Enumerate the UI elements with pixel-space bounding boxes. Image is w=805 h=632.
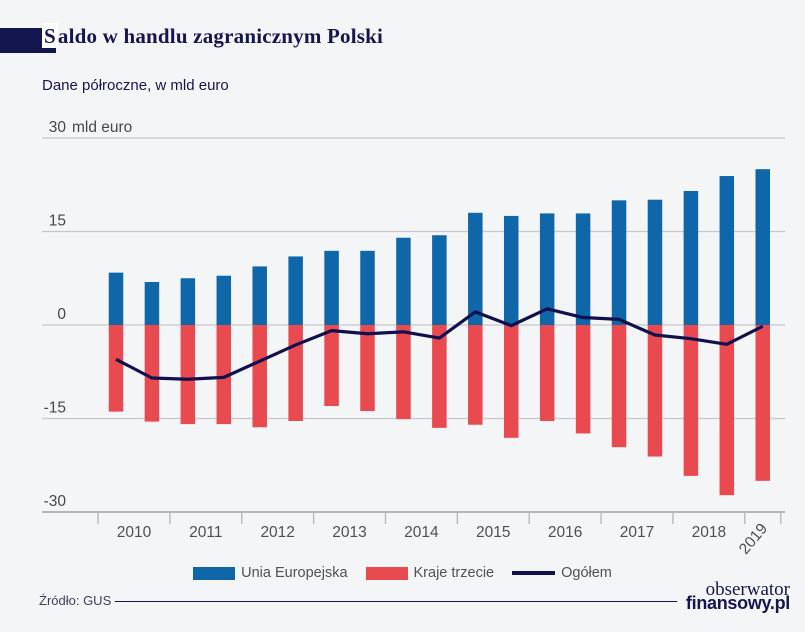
svg-text:2017: 2017: [620, 524, 654, 541]
legend-label-third-countries: Kraje trzecie: [413, 565, 495, 581]
bar-eu: [288, 256, 303, 325]
bar-eu: [468, 212, 483, 325]
bar-third-countries: [575, 325, 591, 434]
bars-eu: [108, 169, 770, 325]
x-axis-labels: 2010 2011 2012 2013 2014 2015 2016 2017 2018 2019: [117, 520, 771, 557]
bar-third-countries: [432, 325, 447, 428]
svg-text:-15: -15: [44, 400, 66, 417]
svg-text:0: 0: [57, 306, 66, 323]
bar-third-countries: [216, 325, 232, 425]
logo-line2: finansowy.pl: [685, 593, 790, 613]
publisher-logo: obserwator finansowy.pl: [685, 579, 790, 613]
bar-third-countries: [180, 325, 196, 425]
logo-line1: obserwator: [705, 579, 790, 600]
bar-eu: [539, 213, 555, 325]
bars-third-countries: [108, 325, 770, 496]
legend-label-eu: Unia Europejska: [241, 565, 348, 581]
svg-text:2010: 2010: [117, 524, 152, 541]
legend-swatch-total-line: [512, 571, 556, 575]
bar-eu: [611, 200, 627, 325]
bar-eu: [683, 190, 699, 325]
svg-text:2014: 2014: [404, 524, 439, 541]
source-note: Źródło: GUS: [39, 593, 112, 608]
chart-legend: Unia Europejska Kraje trzecie Ogółem: [0, 565, 805, 581]
footer-divider: [115, 601, 677, 602]
bar-eu: [360, 250, 375, 325]
bar-third-countries: [324, 325, 339, 407]
svg-text:2016: 2016: [548, 524, 582, 541]
title-rest: aldo w handlu zagranicznym Polski: [57, 24, 384, 48]
bar-eu: [180, 278, 196, 325]
bar-eu: [575, 213, 591, 325]
svg-text:2018: 2018: [692, 524, 726, 541]
page-title: Saldo w handlu zagranicznym Polski: [42, 23, 384, 49]
svg-text:30: 30: [49, 119, 67, 136]
svg-text:15: 15: [49, 213, 66, 230]
bar-third-countries: [755, 325, 770, 481]
bar-third-countries: [360, 325, 375, 412]
total-line: [115, 307, 764, 381]
legend-swatch-eu: [193, 566, 236, 580]
bar-eu: [432, 235, 447, 325]
x-axis-ticks: [97, 511, 782, 524]
legend-label-total: Ogółem: [561, 565, 612, 581]
bar-eu: [324, 250, 339, 325]
bar-third-countries: [468, 325, 483, 425]
bar-third-countries: [503, 325, 519, 438]
bar-eu: [396, 237, 411, 325]
bar-third-countries: [288, 325, 303, 421]
svg-text:2011: 2011: [189, 524, 222, 541]
bar-eu: [755, 169, 770, 325]
x-label-2019: 2019: [736, 520, 771, 557]
bar-eu: [144, 281, 160, 325]
bar-third-countries: [396, 325, 411, 420]
svg-text:2013: 2013: [332, 524, 366, 541]
title-highlight-letter: S: [42, 23, 58, 48]
svg-text:2015: 2015: [476, 524, 510, 541]
bar-eu: [108, 272, 124, 325]
legend-item-eu: Unia Europejska: [193, 565, 348, 581]
bar-third-countries: [683, 325, 699, 476]
bar-third-countries: [108, 325, 124, 412]
chart-subtitle: Dane półroczne, w mld euro: [42, 77, 229, 94]
bar-eu: [252, 266, 267, 325]
legend-item-third-countries: Kraje trzecie: [365, 565, 495, 581]
bar-eu: [216, 275, 232, 325]
bar-third-countries: [539, 325, 555, 421]
bar-third-countries: [647, 325, 663, 457]
bar-eu: [647, 199, 663, 325]
bar-eu: [719, 176, 735, 325]
legend-swatch-third-countries: [365, 566, 408, 580]
bar-third-countries: [719, 325, 735, 496]
bar-third-countries: [144, 325, 160, 422]
y-axis-labels: 30 mld euro 15 0 -15 -30: [44, 119, 133, 510]
bar-eu: [503, 215, 519, 325]
svg-text:mld euro: mld euro: [72, 119, 132, 136]
legend-item-total: Ogółem: [512, 565, 612, 581]
bar-third-countries: [611, 325, 627, 448]
svg-text:2012: 2012: [260, 524, 294, 541]
bar-third-countries: [252, 325, 267, 428]
svg-text:-30: -30: [44, 493, 67, 510]
